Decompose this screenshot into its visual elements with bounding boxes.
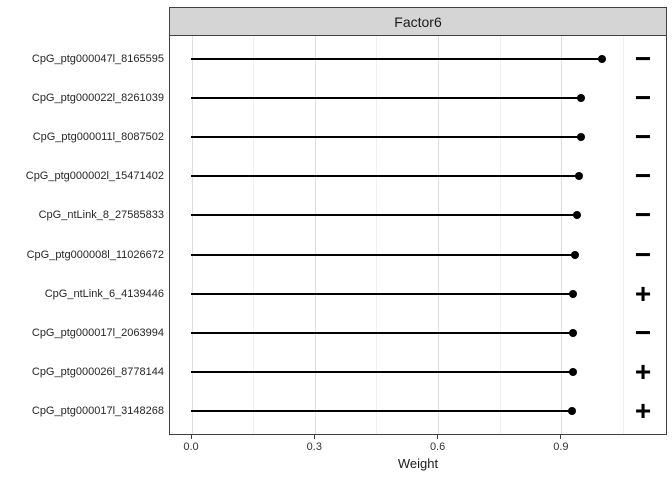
gridline-minor [253, 36, 255, 434]
x-tick-label: 0.0 [183, 441, 199, 453]
row-label: CpG_ptg000022l_8261039 [31, 91, 164, 104]
row-label: CpG_ptg000047l_8165595 [31, 52, 164, 65]
gridline-minor [499, 36, 501, 434]
facet-strip: Factor6 [169, 7, 667, 36]
row-label: CpG_ntLink_8_27585833 [38, 209, 164, 222]
x-tick-label: 0.6 [429, 441, 446, 453]
gridline-minor [623, 36, 625, 434]
gridline-major [314, 36, 316, 434]
facet-title: Factor6 [394, 13, 442, 30]
plot-panel [169, 35, 667, 435]
row-label: CpG_ptg000017l_3148268 [31, 405, 164, 418]
x-tick-mark [560, 435, 562, 439]
row-label: CpG_ptg000002l_15471402 [25, 170, 164, 183]
x-tick-label: 0.9 [553, 441, 569, 453]
x-tick-mark [437, 435, 439, 439]
gridline-major [438, 36, 440, 434]
x-tick-mark [190, 435, 192, 439]
row-label: CpG_ptg000026l_8778144 [31, 366, 164, 379]
gridline-major [191, 36, 193, 434]
gridline-minor [376, 36, 378, 434]
gridline-major [561, 36, 563, 434]
row-label: CpG_ptg000011l_8087502 [32, 130, 164, 143]
row-label: CpG_ptg000017l_2063994 [31, 327, 164, 340]
x-axis-label: Weight [397, 456, 439, 471]
row-label: CpG_ntLink_6_4139446 [44, 287, 164, 300]
x-tick-mark [313, 435, 315, 439]
row-label: CpG_ptg000008l_11026672 [26, 248, 164, 261]
x-tick-label: 0.3 [306, 441, 322, 453]
